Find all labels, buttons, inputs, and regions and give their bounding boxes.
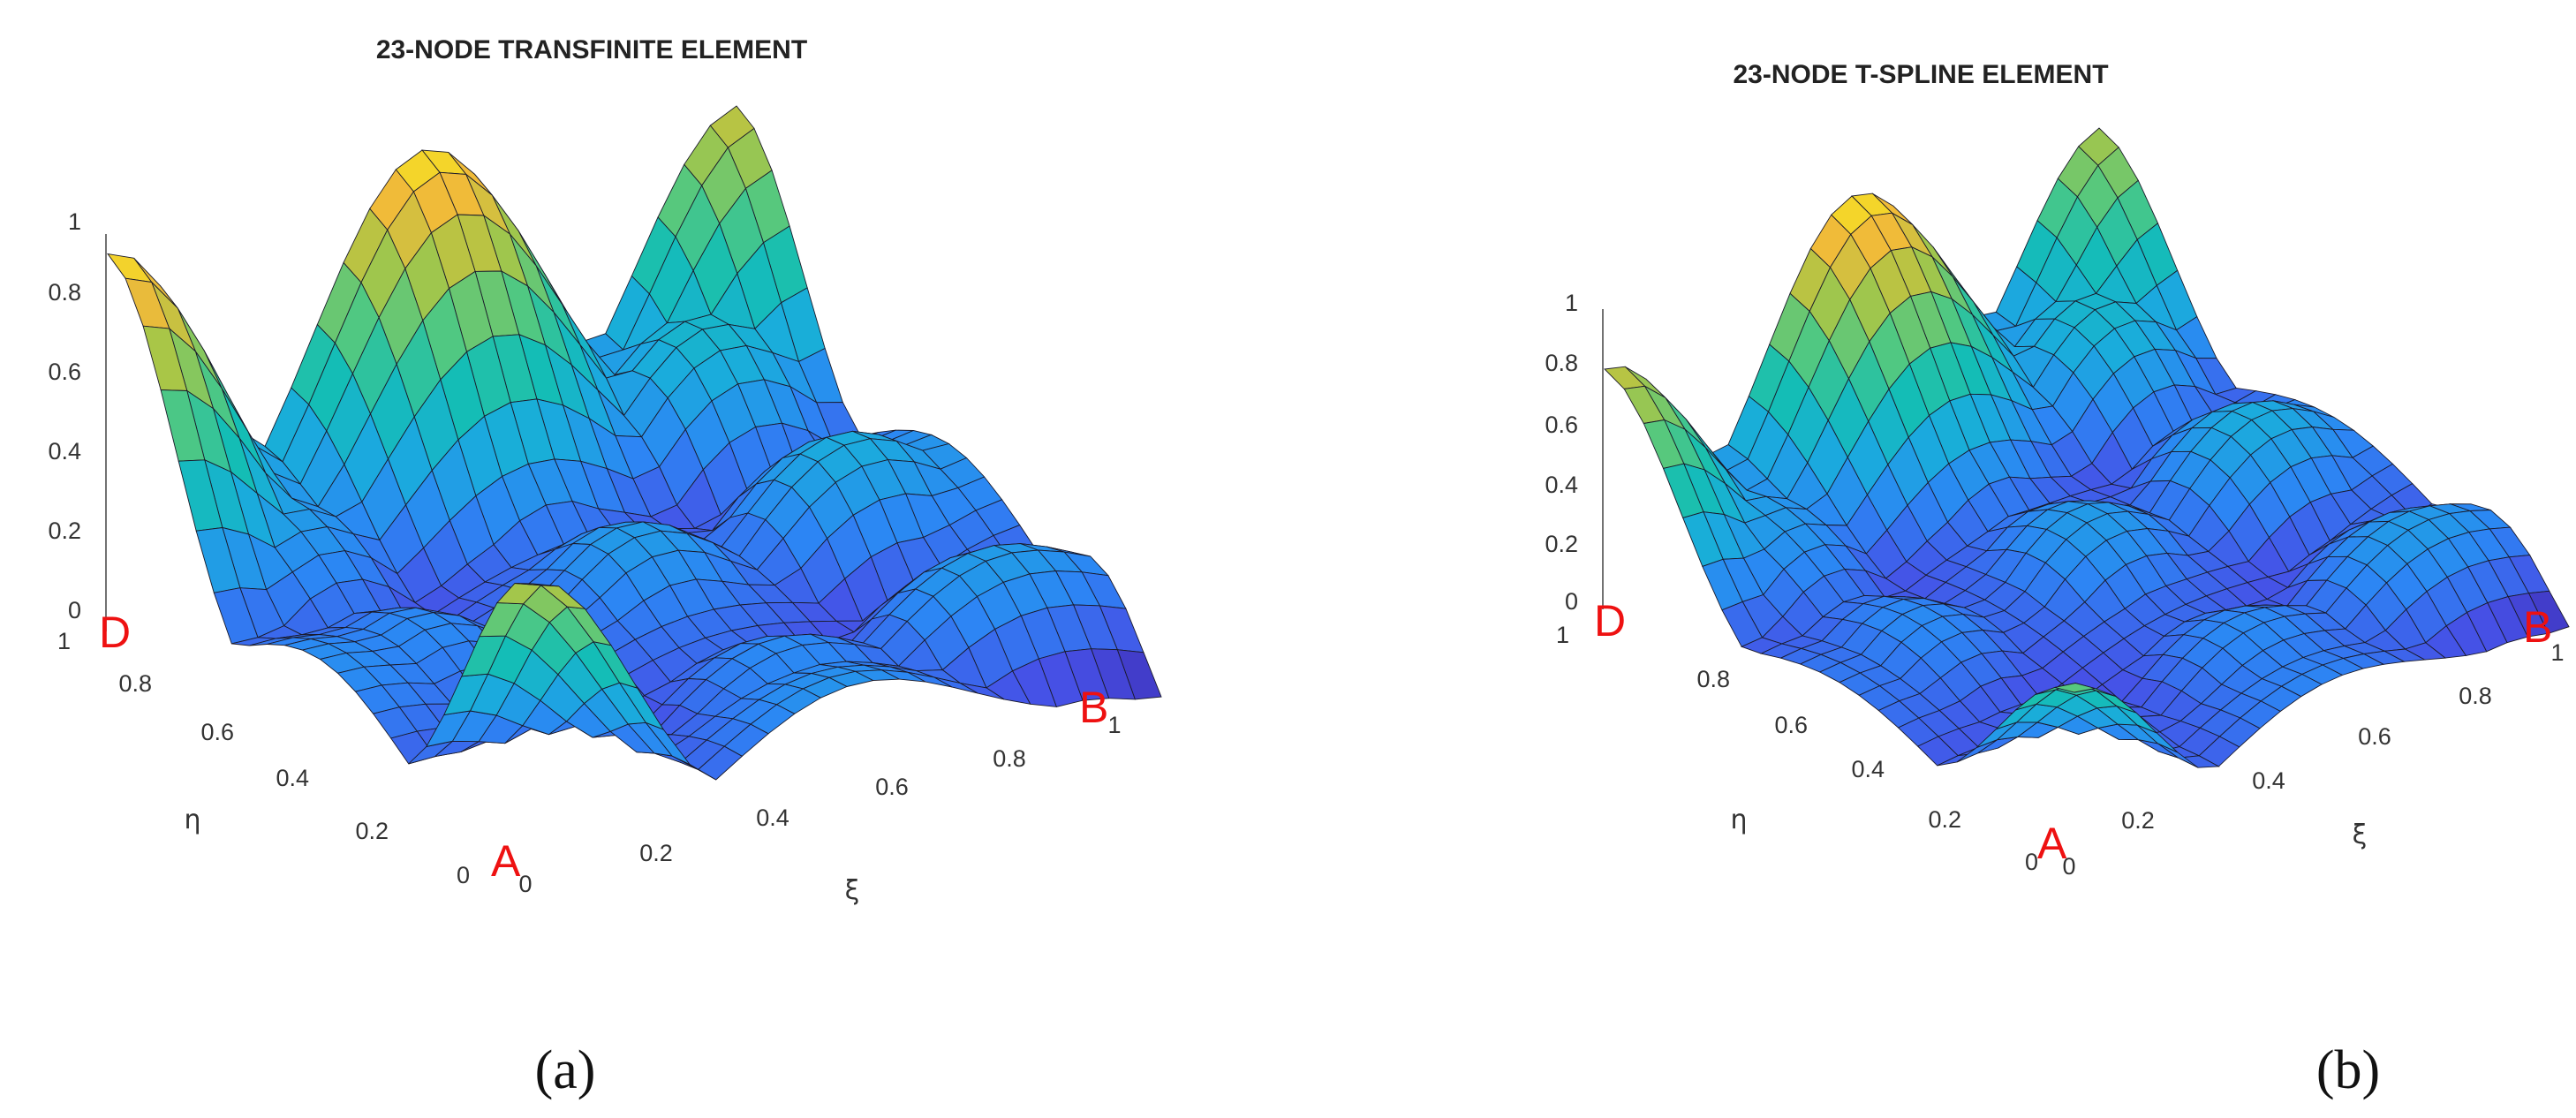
eta-axis-label: η bbox=[1730, 805, 1747, 835]
eta-tick: 0.2 bbox=[355, 818, 389, 844]
z-tick: 0.4 bbox=[1545, 472, 1578, 498]
xi-tick: 0.8 bbox=[2459, 683, 2492, 709]
xi-tick: 0 bbox=[518, 871, 532, 897]
axes: 0 0.2 0.4 0.6 0.8 1 0 0.2 0.4 0.6 0.8 1 … bbox=[48, 208, 1121, 906]
caption-a: (a) bbox=[535, 1040, 596, 1100]
chart-title: 23-NODE TRANSFINITE ELEMENT bbox=[376, 35, 807, 64]
z-tick: 0 bbox=[68, 597, 81, 623]
eta-tick: 0.4 bbox=[1851, 756, 1885, 782]
xi-tick: 0 bbox=[2062, 853, 2075, 880]
axes: 0 0.2 0.4 0.6 0.8 1 0 0.2 0.4 0.6 0.8 1 … bbox=[1545, 290, 2564, 880]
eta-tick: 0.6 bbox=[200, 719, 234, 745]
eta-tick: 0 bbox=[457, 862, 470, 888]
z-tick: 0 bbox=[1565, 588, 1578, 615]
z-tick: 1 bbox=[68, 208, 81, 235]
z-tick: 0.2 bbox=[48, 517, 81, 544]
caption-b: (b) bbox=[2316, 1040, 2380, 1100]
corner-label-d: D bbox=[99, 608, 131, 657]
xi-axis-label: ξ bbox=[2353, 820, 2368, 850]
xi-tick: 1 bbox=[1107, 712, 1121, 738]
xi-tick: 0.6 bbox=[2358, 723, 2391, 750]
corner-label-a: A bbox=[491, 836, 521, 886]
xi-tick: 0.2 bbox=[639, 840, 673, 866]
z-tick: 0.8 bbox=[1545, 350, 1578, 376]
chart-title: 23-NODE T-SPLINE ELEMENT bbox=[1733, 60, 2108, 89]
surface-mesh bbox=[1602, 127, 2570, 768]
xi-axis-label: ξ bbox=[845, 875, 860, 906]
eta-tick: 0.8 bbox=[1696, 666, 1730, 692]
corner-label-d: D bbox=[1594, 596, 1626, 646]
surface-plot-transfinite: 23-NODE TRANSFINITE ELEMENT 0 0.2 0.4 0.… bbox=[48, 35, 1162, 1100]
eta-tick: 0.2 bbox=[1928, 806, 1961, 833]
xi-tick: 0.4 bbox=[2252, 767, 2285, 794]
eta-axis-label: η bbox=[184, 805, 200, 835]
corner-label-b: B bbox=[2523, 602, 2552, 652]
eta-tick: 1 bbox=[1556, 622, 1569, 648]
panel-a: 23-NODE TRANSFINITE ELEMENT 0 0.2 0.4 0.… bbox=[48, 35, 1162, 1100]
surface-mesh bbox=[105, 105, 1162, 781]
z-tick: 0.6 bbox=[1545, 412, 1578, 438]
eta-tick: 0 bbox=[2025, 849, 2038, 875]
z-tick: 0.4 bbox=[48, 438, 81, 465]
corner-label-a: A bbox=[2037, 819, 2067, 868]
z-tick: 0.8 bbox=[48, 279, 81, 306]
eta-tick: 0.4 bbox=[276, 765, 309, 791]
xi-tick: 0.4 bbox=[756, 805, 789, 831]
panel-b: 23-NODE T-SPLINE ELEMENT 0 0.2 0.4 0.6 0… bbox=[1288, 0, 2576, 1118]
eta-tick: 1 bbox=[57, 628, 71, 654]
eta-tick: 0.8 bbox=[118, 670, 152, 697]
surface-patch bbox=[514, 583, 559, 587]
xi-tick: 0.8 bbox=[993, 745, 1026, 772]
surface-patch bbox=[106, 253, 153, 283]
xi-tick: 0.6 bbox=[875, 774, 909, 800]
z-tick: 1 bbox=[1565, 290, 1578, 316]
corner-label-b: B bbox=[1079, 683, 1108, 732]
eta-tick: 0.6 bbox=[1774, 712, 1808, 738]
xi-tick: 1 bbox=[2550, 639, 2564, 666]
z-tick: 0.2 bbox=[1545, 531, 1578, 557]
z-tick: 0.6 bbox=[48, 359, 81, 385]
xi-tick: 0.2 bbox=[2121, 807, 2155, 834]
surface-patch bbox=[2054, 683, 2096, 693]
surface-plot-tspline: 23-NODE T-SPLINE ELEMENT 0 0.2 0.4 0.6 0… bbox=[1545, 60, 2570, 1100]
